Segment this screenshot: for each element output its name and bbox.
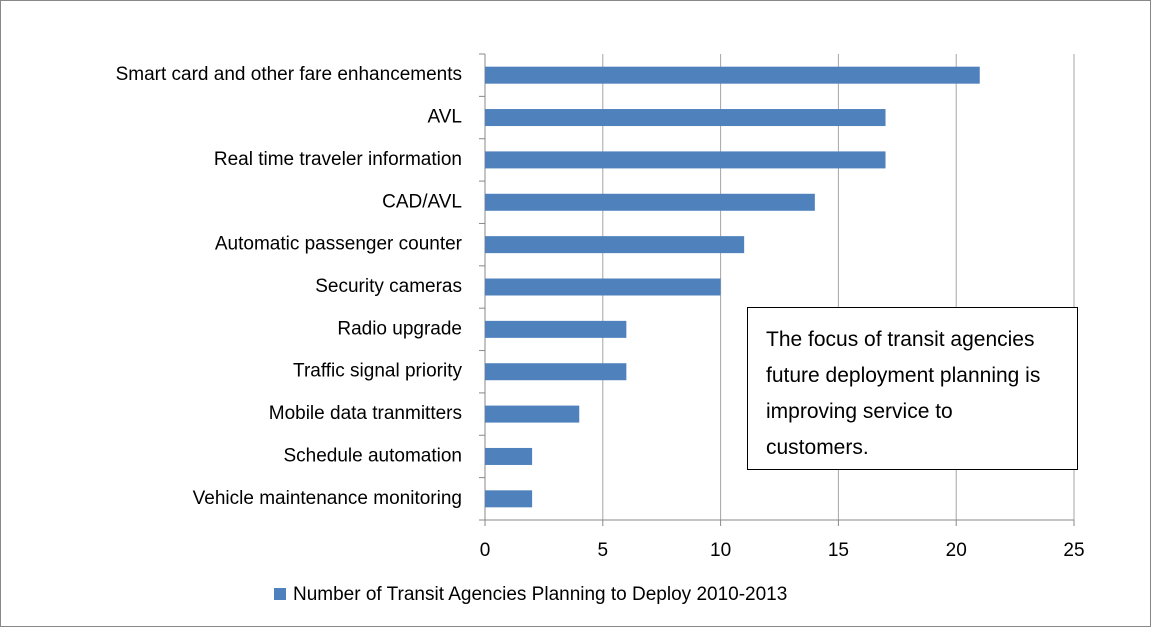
bar: [485, 193, 815, 211]
y-tick-label: Real time traveler information: [214, 149, 462, 170]
y-tick-label: Vehicle maintenance monitoring: [193, 488, 462, 509]
y-tick-label: Schedule automation: [283, 445, 462, 466]
y-tick-label: Smart card and other fare enhancements: [116, 64, 462, 85]
x-tick-label: 25: [1063, 540, 1084, 561]
bar: [485, 278, 721, 296]
x-tick-label: 0: [480, 540, 491, 561]
y-tick-label: Mobile data tranmitters: [269, 403, 462, 424]
bar: [485, 236, 745, 254]
bar: [485, 490, 533, 508]
y-tick-label: CAD/AVL: [382, 191, 462, 212]
x-tick-label: 15: [828, 540, 849, 561]
annotation: The focus of transit agencies future dep…: [747, 307, 1078, 470]
bar: [485, 447, 533, 465]
y-tick-label: Security cameras: [315, 276, 462, 297]
legend-label: Number of Transit Agencies Planning to D…: [293, 584, 787, 605]
bar: [485, 66, 980, 84]
x-tick-label: 20: [946, 540, 967, 561]
x-tick-label: 10: [710, 540, 731, 561]
x-tick-label: 5: [598, 540, 609, 561]
y-tick-label: Automatic passenger counter: [215, 234, 463, 255]
bar: [485, 151, 886, 169]
bar: [485, 320, 627, 338]
y-tick-label: AVL: [427, 107, 462, 128]
legend-swatch: [274, 588, 286, 600]
y-tick-label: Traffic signal priority: [293, 361, 462, 382]
bar: [485, 405, 580, 423]
bar: [485, 363, 627, 381]
y-tick-label: Radio upgrade: [337, 318, 462, 339]
bar: [485, 109, 886, 127]
